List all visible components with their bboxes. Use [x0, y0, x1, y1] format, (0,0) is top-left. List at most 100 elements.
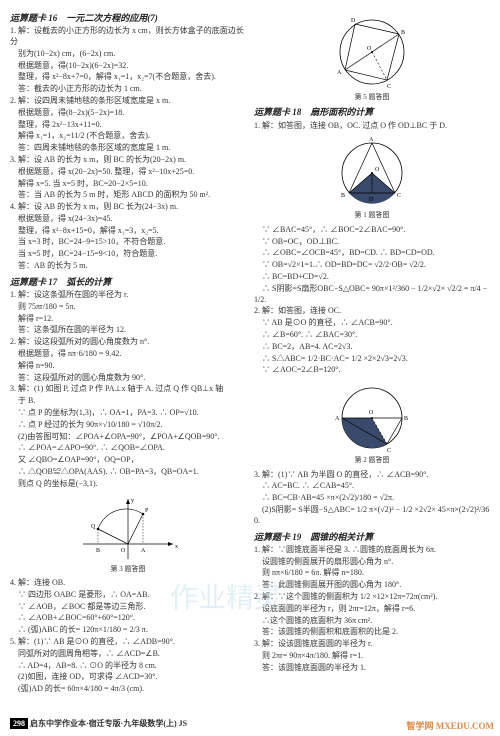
svg-text:C: C — [387, 84, 391, 90]
text-line: 答：当 AB 的长为 5 m 时，矩形 ABCD 的面积为 50 m². — [10, 190, 246, 201]
svg-text:A: A — [337, 70, 342, 76]
text-line: 整理，得 x²−8x+7=0，解得 x₁=1，x₂=7(不合题意，舍去). — [10, 72, 246, 83]
figure-5-caption: 第 5 题答图 — [254, 93, 490, 102]
text-line: 答：这条弧所在圆的半径为 12. — [10, 325, 246, 336]
text-line: 整理，得 2x²−13x+11=0. — [10, 120, 246, 131]
svg-text:O: O — [367, 46, 372, 52]
text-line: (2)S阴影= S半圆−S△ABC= 1/2 π×(√2)² − 1/2 ×2√… — [254, 505, 490, 527]
text-line: 同弧所对的圆周角相等，∴ ∠ACD=∠B. — [10, 649, 246, 660]
text-line: ∴ △QOB≌△OPA(AAS). ∴ OB=PA=3，QB=OA=1. — [10, 467, 246, 478]
text-line: 解得 r=12. — [10, 314, 246, 325]
text-line: ∴ ∠AOB+∠BOC=60°+60°=120°. — [10, 613, 246, 624]
text-line: ∵ OB=OC，OD⊥BC. — [254, 237, 490, 248]
text-line: 解得 x₁=1，x₂=11/2 (不合题意，舍去). — [10, 131, 246, 142]
text-line: (弧)AD 的长= 60π×4/180 = 4π/3 (cm). — [10, 684, 246, 695]
sec19-title: 运算题卡 19 圆锥的相关计算 — [254, 531, 490, 543]
text-line: 答：AB 的长为 5 m. — [10, 261, 246, 272]
text-line: (2)如图，连接 OD，可求得 ∠ACD=30°. — [10, 672, 246, 683]
text-line: 1. 解：设截去的小正方形的边长为 x cm，则长方体盒子的底面边长分 — [10, 26, 246, 48]
text-line: 根据题意，得(8−2x)(5−2x)=18. — [10, 108, 246, 119]
sec16-title: 运算题卡 16 一元二次方程的应用(7) — [10, 12, 246, 24]
figure-5: A B D C O 第 5 题答图 — [254, 12, 490, 102]
column-left: 运算题卡 16 一元二次方程的应用(7) 1. 解：设截去的小正方形的边长为 x… — [10, 8, 246, 696]
page-number: 298 — [10, 718, 28, 729]
text-line: ∴ BC=CB·AB=45 ×π×(2√2)/180 = √2π. — [254, 493, 490, 504]
text-line: ∴ S阴影=S扇形OBC−S△OBC= 90π×1²/360 − 1/2×√2×… — [254, 284, 490, 306]
text-line: ∵ OB=√2×1=1.∴ OD=BD=DC= √2/2·OB= √2/2. — [254, 260, 490, 271]
text-line: 5. 解：(1)∵ AB 是⊙O 的直径，∴ ∠ADB=90°. — [10, 637, 246, 648]
text-line: 答：该圆锥底面圆的半径为 1. — [254, 663, 490, 674]
svg-text:A: A — [141, 548, 146, 554]
text-line: 设圆锥的侧面展开的扇形圆心角为 n°. — [254, 557, 490, 568]
text-line: ∵ 点 P 的坐标为(1,3)，∴ OA=1，PA=3. ∴ OP=√10. — [10, 408, 246, 419]
text-line: 别为(10−2x) cm，(6−2x) cm. — [10, 49, 246, 60]
text-line: 3. 解：(1)∵ AB 为半圆 O 的直径，∴ ∠ACB=90°. — [254, 470, 490, 481]
svg-text:D: D — [351, 18, 356, 24]
text-line: 又 ∠QBO=∠OAP=90°，OQ=OP， — [10, 455, 246, 466]
page-footer: 298 启东中学作业本·宿迁专版·九年级数学(上) JS — [10, 719, 187, 730]
corner-watermark: 智学网 MXEDU.COM — [407, 720, 495, 732]
text-line: 解得 x=5. 当 x=5 时，BC=20−2×5=10. — [10, 179, 246, 190]
text-line: ∵ ∠BAC=45°，∴ ∠BOC=2∠BAC=90°. — [254, 225, 490, 236]
text-line: ∴这个圆锥的底面积为 36π cm². — [254, 616, 490, 627]
text-line: 根据题意，得(10−2x)(6−2x)=32. — [10, 61, 246, 72]
text-line: 则 nπ×6/180 = 6π. 解得 n=180. — [254, 568, 490, 579]
text-line: ∵ 四边形 OABC 是菱形，∴ OA=AB. — [10, 590, 246, 601]
text-line: ∴ BC=2，AB=4. AC=2√3. — [254, 342, 490, 353]
text-line: 3. 解：设 AB 的长为 x m，则 BC 的长为(20−2x) m. — [10, 155, 246, 166]
text-line: 根据题意，得 x(24−3x)=45. — [10, 214, 246, 225]
svg-text:B: B — [341, 193, 345, 199]
sec18-title: 运算题卡 18 扇形面积的计算 — [254, 106, 490, 118]
text-line: ∴ AD=4，AB=8. ∴ ⊙O 的半径为 8 cm. — [10, 661, 246, 672]
text-line: ∴ ∠POA=∠APO=90°. ∴ ∠QOB=∠OPA. — [10, 443, 246, 454]
text-line: 4. 解：连接 OB. — [10, 578, 246, 589]
text-line: 2. 解：如答图，连接 OC. — [254, 306, 490, 317]
text-line: ∵ AB 是⊙O 的直径，∴ ∠ACB=90°. — [254, 318, 490, 329]
page-columns: 运算题卡 16 一元二次方程的应用(7) 1. 解：设截去的小正方形的边长为 x… — [10, 8, 490, 696]
svg-text:O: O — [375, 167, 380, 173]
svg-text:O: O — [369, 410, 374, 416]
text-line: ∴ BC=BD+CD=√2. — [254, 272, 490, 283]
text-line: ∴ AC=BC. ∴ ∠CAB=45°. — [254, 481, 490, 492]
text-line: 则 75πr/180 = 5π. — [10, 302, 246, 313]
text-line: 1. 解：如答图，连接 OB，OC. 过点 O 作 OD⊥BC 于 D. — [254, 121, 490, 132]
svg-text:B: B — [401, 30, 405, 36]
text-line: 答：该圆锥的侧面积和底面积的比是 2. — [254, 627, 490, 638]
text-line: 整理，得 x²−8x+15=0，解得 x₁=3，x₂=5. — [10, 226, 246, 237]
text-line: (2)由答图可知：∠POA+∠OPA=90°，∠POA+∠QOB=90°. — [10, 432, 246, 443]
svg-text:P: P — [145, 508, 149, 514]
text-line: 则点 Q 的坐标是(−3,1). — [10, 479, 246, 490]
text-line: ∵ ∠AOC=2∠B=120°. — [254, 365, 490, 376]
text-line: 3. 解：(1) 如图 P, 过点 P 作 PA⊥x 轴于 A. 过点 Q 作 … — [10, 384, 246, 395]
text-line: ∴ 点 P 经过的长为 90π×√10/180 = √10π/2. — [10, 420, 246, 431]
text-line: 设底面圆的半径为 r，则 2πr=12π，解得 r=6. — [254, 604, 490, 615]
text-line: 根据题意，得 nπ·6/180 = 9.42. — [10, 349, 246, 360]
text-line: ∴ (弧)ABC 的长= 120π×1/180 = 2/3 π. — [10, 625, 246, 636]
figure-s18-1-caption: 第 1 题答图 — [254, 211, 490, 220]
text-line: 当 x=3 时，BC=24−9=15>10，不符合题意. — [10, 237, 246, 248]
figure-s18-2: A B C O 第 2 题答图 — [254, 380, 490, 465]
svg-text:O: O — [121, 548, 126, 554]
column-right: A B D C O 第 5 题答图 运算题卡 18 扇形面积的计算 1. 解：如… — [254, 8, 490, 696]
svg-text:A: A — [335, 416, 340, 422]
text-line: 3. 解：设该圆锥底面圆的半径为 r. — [254, 639, 490, 650]
text-line: 答：这段弧所对的圆心角度数为 90°. — [10, 373, 246, 384]
figure-3-caption: 第 3 题答图 — [10, 565, 246, 574]
text-line: 4. 解：设 AB 的长为 x m，则 BC 长为(24−3x) m. — [10, 202, 246, 213]
svg-text:C: C — [397, 193, 401, 199]
text-line: 答：此圆锥侧面展开图的圆心角为 180°. — [254, 580, 490, 591]
text-line: 1. 解：∵圆锥底面半径是 3. ∴圆锥的底面周长为 6π. — [254, 545, 490, 556]
text-line: ∴ ∠OBC=∠OCB=45°，BD=CD. ∴ BD=CD=OD. — [254, 248, 490, 259]
text-line: 解得 n=90. — [10, 361, 246, 372]
sec17-title: 运算题卡 17 弧长的计算 — [10, 276, 246, 288]
text-line: 2. 解：设四周未铺地毯的条形区域宽度是 x m. — [10, 96, 246, 107]
svg-text:Q: Q — [91, 524, 96, 530]
text-line: 当 x=5 时，BC=24−15=9<10，符合题意. — [10, 249, 246, 260]
text-line: 则 2πr= 90π×4π/180. 解得 r=1. — [254, 651, 490, 662]
figure-s18-2-caption: 第 2 题答图 — [254, 456, 490, 465]
text-line: 于 B. — [10, 396, 246, 407]
text-line: ∴ ∠B=60°. ∴ ∠BAC=30°. — [254, 330, 490, 341]
svg-text:B: B — [404, 416, 408, 422]
text-line: 2. 解：设这段弧所对的圆心角度数为 n°. — [10, 337, 246, 348]
text-line: ∴ S△ABC= 1/2·BC·AC= 1/2 ×2×2√3=2√3. — [254, 354, 490, 365]
